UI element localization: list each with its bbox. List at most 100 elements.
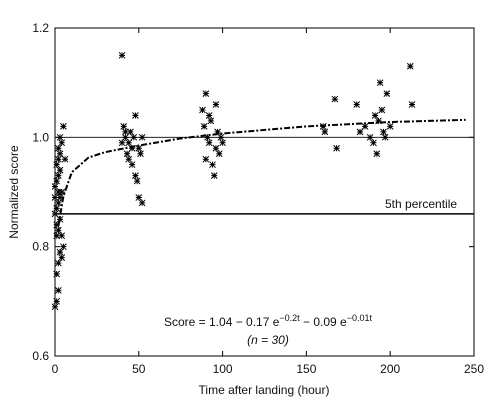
point [125, 139, 133, 147]
point [132, 112, 139, 119]
point [56, 166, 64, 174]
equation-exponent: −0.2t [279, 313, 300, 323]
point [321, 128, 329, 136]
y-tick-label: 1.0 [32, 130, 49, 144]
point [361, 123, 369, 130]
equation-exponent: −0.01t [347, 313, 373, 323]
equation-note: (n = 30) [247, 333, 289, 347]
point [212, 101, 220, 108]
point [51, 183, 59, 190]
point [53, 205, 61, 212]
point [51, 303, 59, 311]
point [214, 128, 221, 136]
point [51, 210, 59, 218]
point [56, 133, 64, 141]
point [383, 90, 391, 97]
x-tick-label: 100 [213, 362, 233, 376]
point [53, 161, 61, 169]
point [137, 150, 144, 158]
point [53, 177, 61, 185]
point [122, 128, 129, 136]
point [375, 117, 382, 125]
equation-part: − 0.09 e [300, 315, 347, 329]
point [386, 123, 394, 130]
point [58, 139, 66, 147]
point [53, 297, 61, 305]
point [125, 155, 133, 163]
x-tick-label: 250 [464, 362, 484, 376]
point [51, 194, 59, 201]
point [356, 128, 364, 136]
point [353, 101, 361, 108]
point [53, 232, 61, 240]
x-tick-label: 50 [132, 362, 146, 376]
x-tick-label: 200 [380, 362, 400, 376]
point [54, 188, 62, 196]
point [205, 139, 213, 147]
point [215, 150, 223, 158]
point [56, 248, 64, 256]
point [54, 155, 62, 163]
point [56, 150, 64, 158]
point [212, 144, 220, 152]
point [58, 232, 66, 240]
y-tick-label: 0.8 [32, 240, 49, 254]
point [217, 133, 225, 141]
point [54, 199, 62, 207]
x-axis-label: Time after landing (hour) [199, 383, 330, 397]
point [380, 128, 387, 136]
point [205, 112, 213, 119]
point [333, 144, 340, 152]
point [202, 90, 210, 97]
point [207, 117, 215, 125]
point [331, 95, 339, 103]
point [56, 215, 64, 223]
plot-frame [54, 27, 475, 357]
point [118, 139, 126, 147]
point [123, 150, 131, 158]
point [128, 161, 136, 169]
point [58, 254, 66, 261]
y-tick-label: 0.6 [32, 349, 49, 363]
point [60, 123, 67, 130]
point [54, 259, 62, 267]
x-tick-label: 0 [52, 362, 59, 376]
point [54, 226, 62, 234]
x-tick-label: 150 [296, 362, 316, 376]
point [202, 155, 210, 163]
point [60, 243, 67, 251]
point [122, 133, 129, 141]
point [138, 199, 146, 207]
point [133, 177, 141, 185]
point [61, 155, 69, 163]
point [200, 123, 208, 130]
reference-label: 5th percentile [385, 197, 457, 211]
point [127, 128, 134, 136]
point [370, 139, 377, 147]
point [406, 62, 414, 70]
point [53, 270, 61, 278]
point [366, 133, 374, 141]
point [209, 161, 216, 169]
equation-part: Score = 1.04 − 0.17 e [164, 315, 280, 329]
fit-line [57, 118, 466, 227]
point [132, 172, 139, 179]
point [120, 123, 128, 130]
point [373, 150, 381, 158]
point [56, 194, 64, 201]
y-axis-label: Normalized score [7, 145, 21, 239]
point [138, 133, 146, 141]
point [381, 133, 389, 141]
point [376, 79, 384, 87]
y-tick-label: 1.2 [32, 21, 49, 35]
point [54, 287, 62, 294]
point [54, 144, 62, 152]
point [378, 106, 386, 114]
equation: Score = 1.04 − 0.17 e−0.2t − 0.09 e−0.01… [164, 313, 373, 329]
point [135, 144, 143, 152]
point [128, 144, 136, 152]
point [199, 106, 206, 114]
point [118, 51, 126, 59]
point [54, 172, 62, 179]
